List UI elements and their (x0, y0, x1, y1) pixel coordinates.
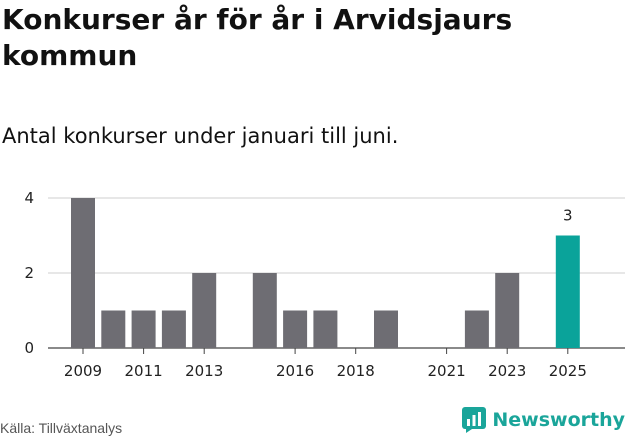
chart-title: Konkurser år för år i Arvidsjaurs kommun (2, 3, 513, 72)
x-tick-label: 2023 (488, 362, 526, 380)
bar-2009 (71, 198, 95, 348)
brand-name: Newsworthy (492, 409, 625, 431)
x-tick-label: 2021 (428, 362, 466, 380)
bar-2010 (101, 310, 126, 348)
y-tick-label: 2 (24, 264, 34, 282)
bar-2015 (252, 273, 277, 348)
bar-2019 (374, 310, 398, 348)
bar-2012 (161, 310, 186, 348)
x-tick-label: 2011 (125, 362, 163, 380)
data-label-2025: 3 (563, 207, 573, 225)
newsworthy-icon (462, 407, 487, 433)
bar-2025 (555, 235, 580, 348)
x-tick-label: 2009 (64, 362, 102, 380)
chart-subtitle: Antal konkurser under januari till juni. (2, 124, 399, 148)
x-tick-label: 2013 (185, 362, 223, 380)
bar-2017 (313, 310, 338, 348)
x-tick-label: 2018 (337, 362, 375, 380)
bar-2022 (464, 310, 489, 348)
bar-2013 (192, 273, 217, 348)
source-note: Källa: Tillväxtanalys (0, 420, 123, 436)
bar-2023 (495, 273, 520, 348)
x-tick-label: 2025 (549, 362, 587, 380)
y-tick-label: 0 (24, 339, 34, 357)
bar-2016 (283, 310, 308, 348)
bar-chart: 0 2 4 2009 2011 2013 2016 2018 2021 2023 2025 3 (24, 189, 625, 380)
brand-logo: Newsworthy (462, 407, 625, 433)
y-tick-label: 4 (24, 189, 34, 207)
bar-2011 (131, 310, 156, 348)
x-tick-label: 2016 (276, 362, 314, 380)
